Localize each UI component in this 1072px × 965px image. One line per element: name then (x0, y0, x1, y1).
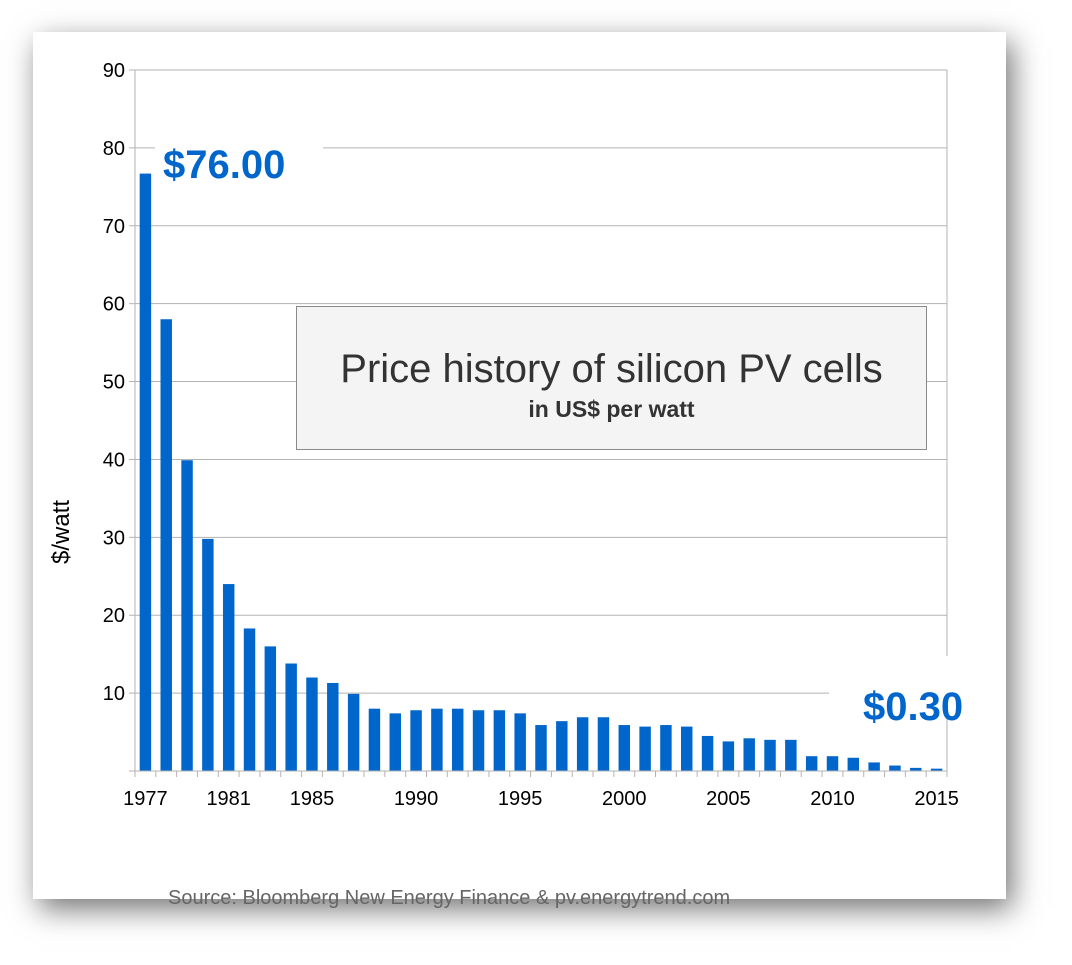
bar-2007 (764, 739, 776, 771)
bar-2001 (639, 726, 651, 771)
x-tick-label: 1985 (290, 788, 335, 810)
chart-card: 10 20 30 40 50 60 70 80 90 1977 1981 1985 1990 1995 20… (33, 32, 1006, 909)
y-tick-label: 80 (103, 138, 125, 160)
x-tick-label: 1990 (394, 788, 439, 810)
bar-2005 (722, 741, 735, 771)
callout-background (829, 656, 973, 718)
y-axis-label: $/watt (48, 500, 75, 564)
x-tick-label: 1977 (123, 788, 168, 810)
bar-2000 (618, 725, 631, 771)
bar-1993 (472, 710, 485, 771)
y-tick-label: 10 (103, 683, 125, 705)
y-tick-label: 60 (103, 294, 125, 316)
bar-1997 (556, 721, 568, 771)
bars (139, 173, 943, 771)
bar-1986 (327, 682, 339, 771)
bar-1983 (264, 646, 277, 771)
bar-2006 (743, 738, 755, 771)
bar-1987 (347, 693, 360, 771)
x-tick-label: 2000 (602, 788, 647, 810)
callouts: $76.00 $0.30 (155, 140, 973, 729)
bar-1979 (181, 460, 193, 771)
bar-1992 (451, 708, 464, 771)
axes (129, 69, 948, 777)
source-note: Source: Bloomberg New Energy Finance & p… (168, 887, 731, 909)
bar-1996 (535, 725, 547, 771)
bar-1977 (139, 173, 152, 771)
bar-1982 (243, 628, 256, 771)
x-tick-label: 2005 (706, 788, 751, 810)
y-tick-label: 90 (103, 60, 125, 82)
bar-2008 (785, 739, 797, 771)
chart-title-box: Price history of silicon PV cells in US$… (296, 306, 927, 450)
bar-2013 (889, 765, 901, 771)
y-tick-label: 70 (103, 216, 125, 238)
bar-1980 (202, 538, 214, 771)
callout-background (155, 140, 323, 190)
bar-2009 (805, 756, 818, 771)
bar-2002 (660, 725, 672, 771)
bar-2014 (910, 767, 922, 771)
min-price-callout: $0.30 (863, 685, 963, 729)
bar-2012 (868, 762, 880, 771)
y-tick-label: 40 (103, 449, 125, 471)
tick-labels: 10 20 30 40 50 60 70 80 90 1977 1981 1985 1990 1995 20… (103, 60, 959, 810)
max-price-callout: $76.00 (163, 143, 285, 187)
y-tick-label: 30 (103, 527, 125, 549)
bar-1981 (222, 584, 235, 771)
bar-1991 (431, 708, 443, 771)
bar-2004 (701, 735, 714, 771)
bar-2003 (681, 726, 693, 771)
bar-1994 (493, 710, 506, 771)
x-tick-label: 2010 (810, 788, 855, 810)
y-tick-label: 50 (103, 372, 125, 394)
bar-1998 (576, 717, 589, 771)
bar-1995 (514, 713, 526, 771)
bar-1989 (389, 713, 401, 771)
bar-2010 (826, 756, 839, 771)
x-tick-label: 1981 (206, 788, 251, 810)
bar-chart: 10 20 30 40 50 60 70 80 90 1977 1981 1985 1990 1995 20… (48, 60, 973, 810)
bar-1990 (410, 710, 422, 771)
bar-1999 (597, 717, 610, 771)
chart-title: Price history of silicon PV cells (340, 347, 883, 391)
bar-1978 (160, 319, 172, 771)
bar-1985 (306, 677, 318, 771)
bar-2011 (847, 757, 860, 771)
bar-1984 (285, 663, 297, 771)
x-tick-label: 1995 (498, 788, 543, 810)
x-tick-label: 2015 (914, 788, 959, 810)
bar-2015 (930, 768, 943, 771)
bar-1988 (368, 708, 381, 771)
y-tick-label: 20 (103, 605, 125, 627)
chart-subtitle: in US$ per watt (528, 396, 695, 422)
